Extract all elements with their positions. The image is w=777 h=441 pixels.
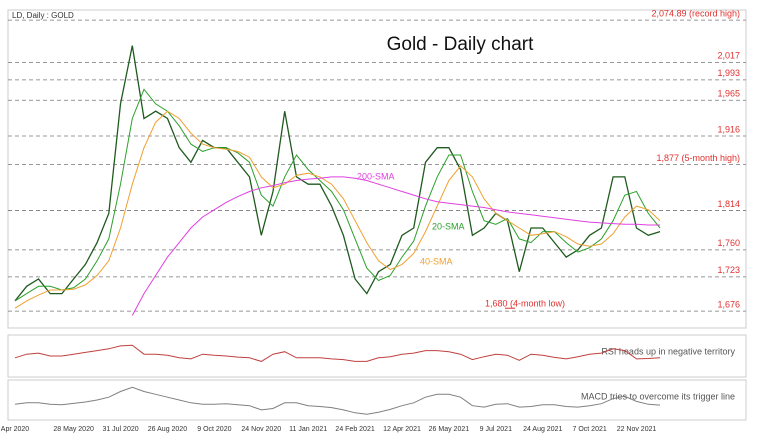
- x-tick-label: 11 Jan 2021: [289, 426, 327, 433]
- level-label: 2,074.89 (record high): [651, 8, 740, 18]
- level-label: 1,760: [717, 238, 740, 248]
- series-line: [14, 344, 661, 362]
- x-tick-label: 22 Nov 2021: [617, 426, 657, 433]
- macd-panel: [7, 379, 747, 421]
- level-label: 1,965: [717, 89, 740, 99]
- annotation-label: 1,680 (4-month low): [485, 299, 565, 309]
- x-tick-label: 26 Aug 2020: [148, 426, 187, 433]
- macd-note: MACD tries to overcome its trigger line: [581, 391, 735, 401]
- price-panel: [7, 9, 747, 329]
- x-tick-label: 26 May 2021: [429, 426, 470, 433]
- rsi-panel: [7, 334, 747, 378]
- x-tick-label: 24 Aug 2021: [523, 426, 562, 433]
- series-line: [131, 176, 660, 316]
- chart-subtitle: LD, Daily : GOLD: [12, 11, 74, 20]
- rsi-note: RSI heads up in negative territory: [601, 346, 735, 356]
- chart-title: Gold - Daily chart: [387, 34, 534, 55]
- level-label: 1,993: [717, 68, 740, 78]
- series-label: 20-SMA: [432, 221, 465, 231]
- series-line: [14, 45, 661, 302]
- x-tick-label: 9 Oct 2020: [197, 426, 231, 433]
- series-line: [14, 110, 661, 309]
- x-tick-label: 12 Apr 2021: [383, 426, 421, 433]
- level-label: 1,877 (5-month high): [656, 153, 740, 163]
- x-tick-label: 24 Nov 2020: [241, 426, 281, 433]
- level-label: 1,676: [717, 300, 740, 310]
- x-tick-label: 28 May 2020: [53, 426, 94, 433]
- level-label: 2,017: [717, 51, 740, 61]
- x-tick-label: 9 Jul 2021: [480, 426, 512, 433]
- series-line: [14, 386, 661, 415]
- x-tick-label: 24 Feb 2021: [335, 426, 374, 433]
- level-label: 1,916: [717, 124, 740, 134]
- x-tick-label: 31 Jul 2020: [102, 426, 138, 433]
- series-label: 200-SMA: [357, 171, 395, 181]
- level-label: 1,814: [717, 199, 740, 209]
- level-label: 1,723: [717, 265, 740, 275]
- x-tick-label: 7 Oct 2021: [573, 426, 607, 433]
- series-label: 40-SMA: [420, 256, 453, 266]
- x-tick-label: Apr 2020: [1, 426, 30, 433]
